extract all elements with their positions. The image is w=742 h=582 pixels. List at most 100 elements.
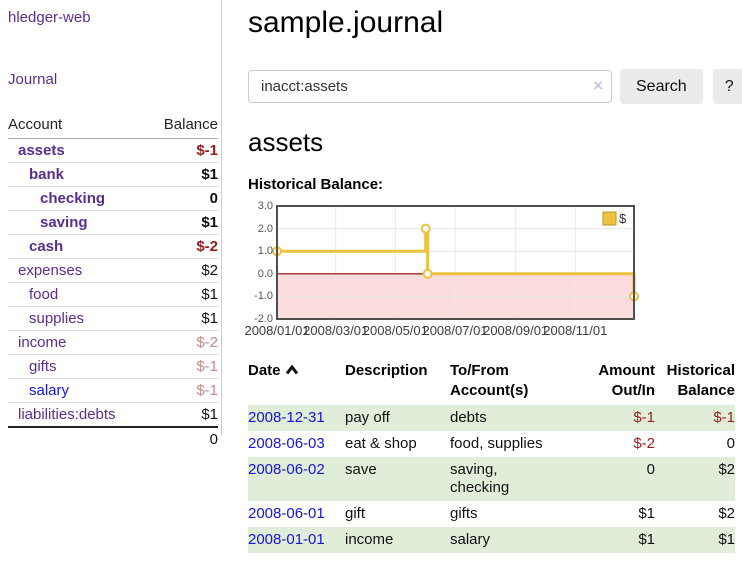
sidebar-item-journal[interactable]: Journal [8, 71, 58, 88]
account-balance: $-1 [147, 138, 218, 163]
account-link-saving[interactable]: saving [40, 214, 88, 231]
main-content: sample.journal × Search ? assets Histori… [244, 0, 742, 553]
register-header-row: Date Description To/From Account(s) Amou… [248, 359, 735, 405]
account-row-cash: cash $-2 [8, 234, 218, 259]
app-title-link[interactable]: hledger-web [8, 9, 91, 26]
search-button[interactable]: Search [620, 69, 703, 104]
account-link-assets[interactable]: assets [18, 142, 65, 159]
accounts-header-row: Account Balance [8, 112, 218, 139]
account-balance: $1 [147, 282, 218, 307]
account-row-expenses: expenses $2 [8, 258, 218, 283]
historical-balance-chart[interactable]: $ 3.0 2.0 1.0 0.0 -1.0 -2.0 2008/01/01 2008/03… [244, 200, 742, 343]
account-row-income: income $-2 [8, 330, 218, 355]
column-header-date[interactable]: Date [248, 359, 345, 405]
accounts-total-value: 0 [147, 426, 218, 451]
account-row-liabilities-debts: liabilities:debts $1 [8, 402, 218, 427]
account-link-supplies[interactable]: supplies [29, 310, 85, 327]
transaction-accounts: debts [450, 409, 487, 426]
account-balance: $2 [147, 258, 218, 283]
y-tick-label: -2.0 [254, 313, 273, 325]
account-row-bank: bank $1 [8, 162, 218, 187]
chevron-up-icon [285, 361, 299, 381]
x-tick-label: 2008/11/01 [543, 323, 608, 338]
register-row: 2008-06-03 eat & shop food, supplies $-2… [248, 431, 735, 457]
transaction-balance: 0 [726, 435, 735, 452]
account-balance: $1 [147, 402, 218, 427]
account-row-supplies: supplies $1 [8, 306, 218, 331]
account-link-cash[interactable]: cash [29, 238, 64, 255]
transaction-amount: $1 [638, 531, 655, 548]
register-row: 2008-01-01 income salary $1 $1 [248, 527, 735, 553]
transaction-description: eat & shop [345, 435, 417, 452]
transaction-description: income [345, 531, 394, 548]
account-balance: $1 [147, 162, 218, 187]
chart-title: Historical Balance: [248, 176, 384, 193]
transaction-balance: $1 [718, 531, 735, 548]
transaction-accounts: salary [450, 531, 491, 548]
y-tick-label: 3.0 [257, 200, 273, 212]
page-title: sample.journal [248, 6, 444, 39]
x-tick-label: 2008/07/01 [422, 323, 488, 338]
account-link-gifts[interactable]: gifts [29, 358, 57, 375]
account-row-saving: saving $1 [8, 210, 218, 235]
x-tick-label: 2008/01/01 [244, 323, 310, 338]
transaction-date-link[interactable]: 2008-06-01 [248, 505, 325, 522]
x-tick-label: 2008/05/01 [362, 323, 428, 338]
account-link-food[interactable]: food [29, 286, 59, 303]
transaction-amount: 0 [646, 461, 655, 478]
column-header-accounts: To/From Account(s) [450, 362, 529, 399]
register-row: 2008-12-31 pay off debts $-1 $-1 [248, 405, 735, 431]
transaction-balance: $2 [718, 461, 735, 478]
account-row-checking: checking 0 [8, 186, 218, 211]
accounts-header-account: Account [8, 112, 148, 139]
transaction-description: pay off [345, 409, 390, 426]
transaction-accounts: gifts [450, 505, 478, 522]
accounts-total-row: 0 [8, 426, 218, 451]
accounts-header-balance: Balance [147, 112, 218, 139]
transaction-balance: $2 [718, 505, 735, 522]
clear-search-icon[interactable]: × [593, 76, 603, 95]
register-row: 2008-06-01 gift gifts $1 $2 [248, 501, 735, 527]
account-balance: $-2 [147, 234, 218, 259]
account-balance: $-1 [147, 354, 218, 379]
account-link-bank[interactable]: bank [29, 166, 65, 183]
y-tick-label: 0.0 [257, 267, 273, 280]
account-row-gifts: gifts $-1 [8, 354, 218, 379]
account-link-expenses[interactable]: expenses [18, 262, 83, 279]
svg-text:$: $ [619, 211, 627, 226]
account-row-food: food $1 [8, 282, 218, 307]
x-tick-label: 2008/03/01 [303, 323, 369, 338]
transaction-amount: $-1 [633, 409, 655, 426]
transaction-description: gift [345, 505, 366, 522]
search-form: × Search ? [248, 69, 742, 104]
account-balance: 0 [147, 186, 218, 211]
register-table: Date Description To/From Account(s) Amou… [248, 359, 735, 553]
register-row: 2008-06-02 save saving, checking 0 $2 [248, 457, 735, 501]
search-input[interactable] [248, 70, 612, 103]
account-link-income[interactable]: income [18, 334, 67, 351]
transaction-description: save [345, 461, 377, 478]
x-tick-label: 2008/09/01 [483, 323, 549, 338]
transaction-date-link[interactable]: 2008-12-31 [248, 409, 325, 426]
sidebar: hledger-web Journal Account Balance asse… [0, 0, 222, 451]
account-link-checking[interactable]: checking [40, 190, 106, 207]
account-link-salary[interactable]: salary [29, 382, 70, 399]
account-row-assets: assets $-1 [8, 138, 218, 163]
column-header-amount: Amount Out/In [598, 362, 655, 399]
column-header-balance: Historical Balance [666, 362, 735, 399]
account-balance: $1 [147, 306, 218, 331]
y-tick-label: 2.0 [257, 222, 273, 235]
account-link-liabilities-debts[interactable]: liabilities:debts [18, 406, 116, 423]
transaction-balance: $-1 [713, 409, 735, 426]
transaction-date-link[interactable]: 2008-06-03 [248, 435, 325, 452]
account-balance: $-1 [147, 378, 218, 403]
chart-canvas[interactable]: $ [248, 201, 742, 327]
transaction-amount: $-2 [633, 435, 655, 452]
accounts-table: Account Balance assets $-1 bank $1 check… [8, 112, 218, 451]
transaction-accounts: food, supplies [450, 435, 543, 452]
account-heading: assets [248, 127, 324, 157]
transaction-amount: $1 [638, 505, 655, 522]
transaction-date-link[interactable]: 2008-01-01 [248, 531, 325, 548]
help-button[interactable]: ? [712, 69, 742, 104]
transaction-date-link[interactable]: 2008-06-02 [248, 461, 325, 478]
